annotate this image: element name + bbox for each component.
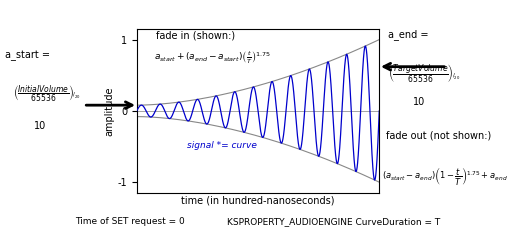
Text: $\left(\dfrac{TargetVolume}{65536}\right)_{\!/_{20}}$: $\left(\dfrac{TargetVolume}{65536}\right… (388, 63, 460, 85)
Text: $\left(\dfrac{InitialVolume}{65536}\right)_{\!/_{20}}$: $\left(\dfrac{InitialVolume}{65536}\righ… (13, 83, 81, 104)
Text: KSPROPERTY_AUDIOENGINE CurveDuration = T: KSPROPERTY_AUDIOENGINE CurveDuration = T (227, 217, 440, 226)
X-axis label: time (in hundred-nanoseconds): time (in hundred-nanoseconds) (181, 196, 335, 206)
Text: fade in (shown:): fade in (shown:) (156, 30, 235, 40)
Text: a_end =: a_end = (388, 29, 428, 40)
Text: $a_{start} + (a_{end} - a_{start})\left(\frac{t}{T}\right)^{1.75}$: $a_{start} + (a_{end} - a_{start})\left(… (154, 49, 270, 66)
Text: $(a_{start} - a_{end})\left(1 - \dfrac{t}{T}\right)^{1.75} + a_{end}$: $(a_{start} - a_{end})\left(1 - \dfrac{t… (382, 166, 508, 188)
Text: signal *= curve: signal *= curve (187, 141, 256, 150)
Text: 10: 10 (413, 97, 425, 107)
Text: 10: 10 (34, 121, 46, 131)
Text: fade out (not shown:): fade out (not shown:) (386, 131, 491, 141)
Text: Time of SET request = 0: Time of SET request = 0 (75, 217, 185, 226)
Y-axis label: amplitude: amplitude (105, 86, 115, 136)
Text: a_start =: a_start = (5, 50, 50, 61)
